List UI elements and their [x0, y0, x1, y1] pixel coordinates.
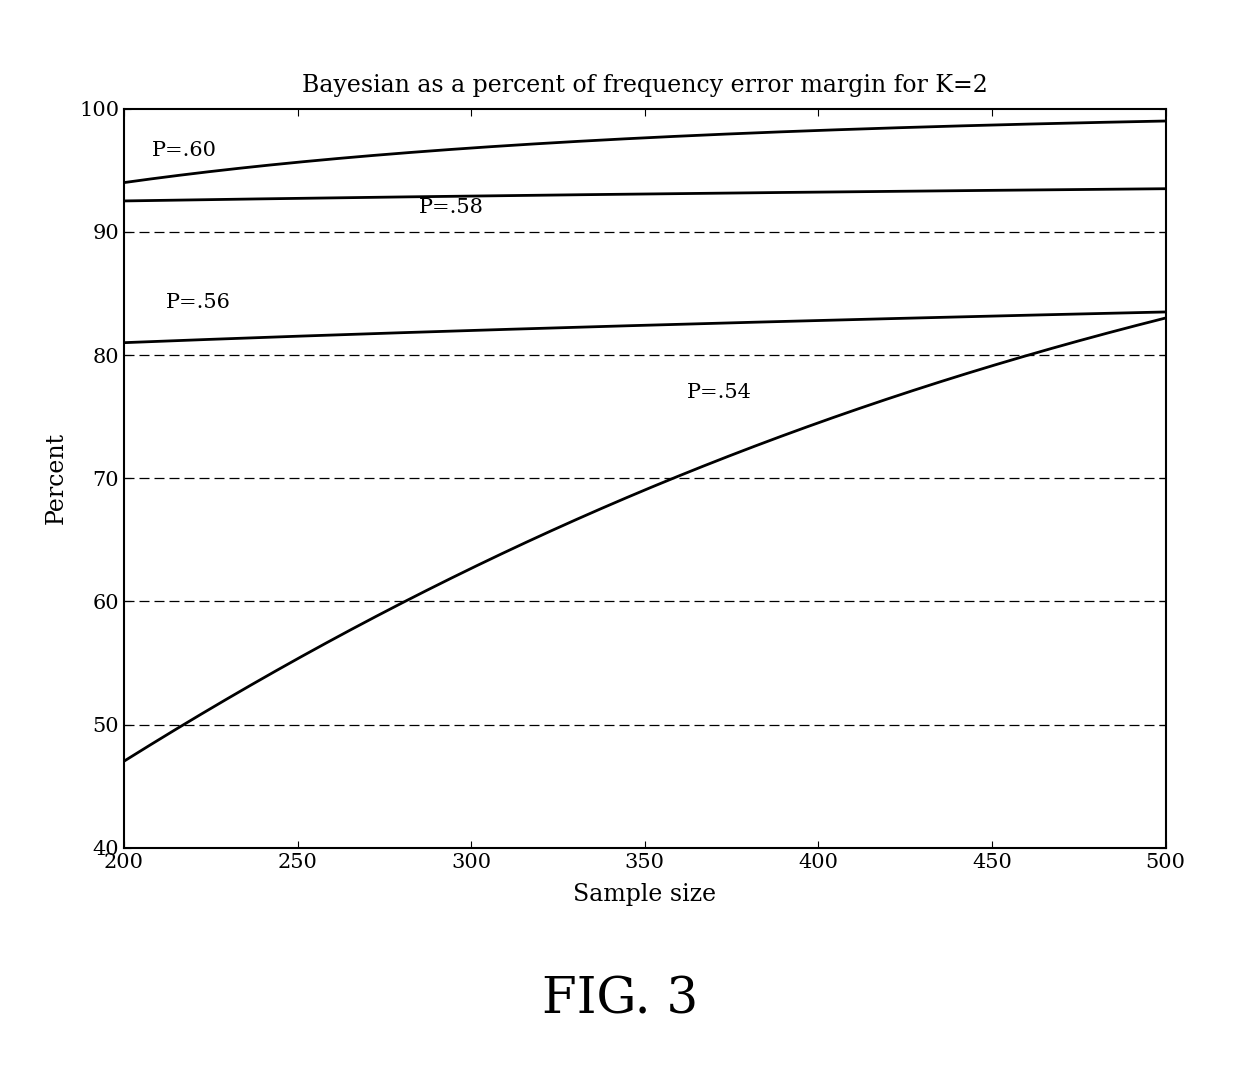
- Title: Bayesian as a percent of frequency error margin for K=2: Bayesian as a percent of frequency error…: [301, 74, 988, 97]
- X-axis label: Sample size: Sample size: [573, 883, 717, 905]
- Text: P=.60: P=.60: [151, 140, 217, 160]
- Text: P=.56: P=.56: [166, 293, 231, 312]
- Y-axis label: Percent: Percent: [45, 433, 68, 524]
- Text: FIG. 3: FIG. 3: [542, 975, 698, 1025]
- Text: P=.58: P=.58: [419, 199, 484, 217]
- Text: P=.54: P=.54: [687, 384, 751, 402]
